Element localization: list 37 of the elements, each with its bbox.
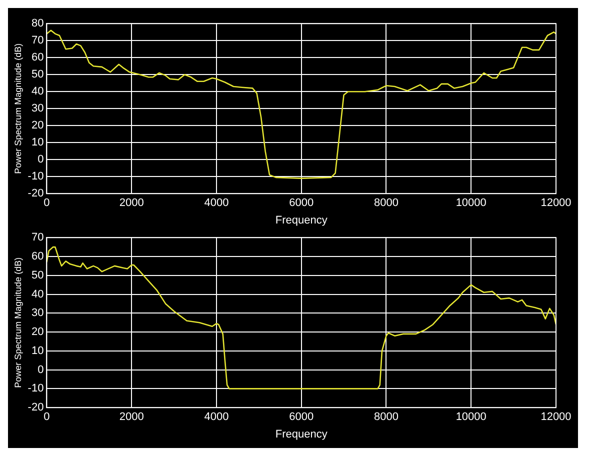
x-tick-label: 2000 (119, 197, 144, 210)
y-tick-label: 0 (38, 364, 44, 376)
x-tick-label: 10000 (456, 411, 486, 424)
x-tick-label: 4000 (204, 411, 229, 424)
x-tick-label: 4000 (204, 197, 229, 210)
x-tick-label: 8000 (374, 197, 398, 210)
y-tick-label: 60 (31, 250, 44, 263)
y-tick-label: -20 (28, 402, 44, 414)
y-tick-label: 40 (31, 86, 44, 98)
x-axis-title: Frequency (275, 214, 328, 226)
y-tick-label: 70 (31, 232, 44, 244)
y-tick-label: 60 (31, 52, 44, 64)
x-axis-title: Frequency (275, 428, 328, 440)
y-tick-label: -10 (28, 382, 44, 395)
x-tick-label: 6000 (289, 411, 314, 424)
x-tick-label: 12000 (540, 197, 572, 210)
x-tick-label: 6000 (289, 197, 314, 210)
y-tick-label: -20 (28, 188, 44, 200)
y-axis-title: Power Spectrum Magnitude (dB) (12, 43, 23, 174)
y-tick-label: -10 (28, 170, 44, 183)
x-tick-label: 2000 (119, 411, 144, 424)
y-tick-label: 30 (31, 102, 44, 115)
y-tick-label: 50 (31, 269, 44, 282)
y-tick-label: 80 (31, 18, 44, 30)
y-tick-label: 40 (31, 288, 44, 300)
x-tick-label: 8000 (374, 411, 398, 424)
y-tick-label: 0 (38, 154, 44, 166)
y-axis-title: Power Spectrum Magnitude (dB) (12, 257, 23, 388)
y-tick-label: 50 (31, 68, 44, 81)
y-tick-label: 10 (31, 136, 44, 149)
y-tick-label: 30 (31, 307, 44, 320)
x-tick-label: 12000 (540, 411, 572, 424)
y-tick-label: 20 (31, 120, 44, 132)
y-tick-label: 70 (31, 34, 44, 47)
x-tick-label: 10000 (456, 197, 486, 210)
y-tick-label: 10 (31, 344, 44, 357)
y-tick-label: 20 (31, 326, 44, 338)
